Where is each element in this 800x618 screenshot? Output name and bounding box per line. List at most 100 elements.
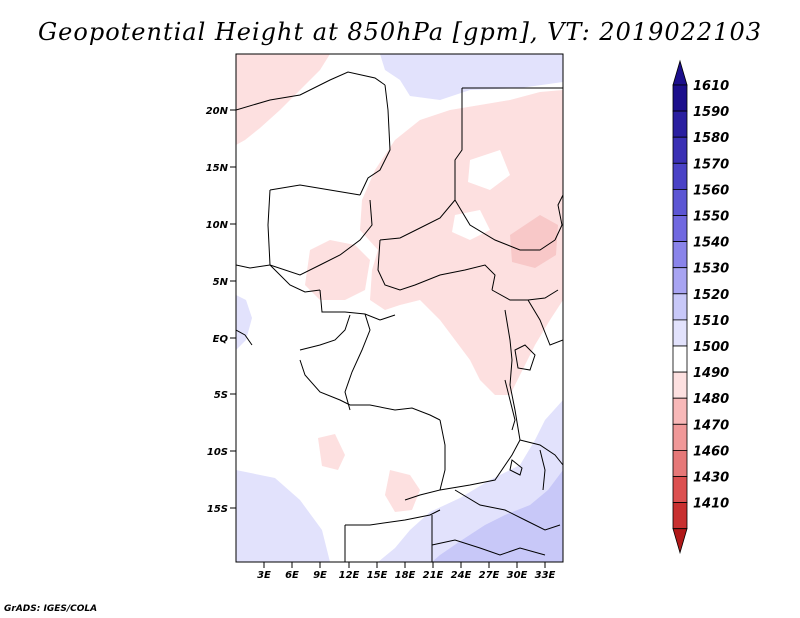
border-algeria-niger (236, 71, 386, 111)
map-frame (235, 53, 564, 563)
colorbar-label: 1500 (693, 340, 729, 355)
colorbar-box (672, 136, 688, 164)
colorbar-box (672, 449, 688, 477)
field-blue-north (380, 54, 563, 100)
colorbar-box (672, 267, 688, 295)
colorbar-box (672, 84, 688, 112)
field-red-southwest-patch (318, 434, 345, 470)
colorbar-label: 1410 (693, 497, 729, 512)
border-congo-drc (344, 313, 371, 411)
credit-text: GrADS: IGES/COLA (4, 604, 98, 614)
lake-kariba (509, 459, 523, 476)
border-cameroon (319, 289, 396, 321)
chart-title: Geopotential Height at 850hPa [gpm], VT:… (38, 18, 762, 46)
lat-label-5n: 5N (213, 277, 229, 288)
field-red-north-central (360, 90, 563, 395)
lat-axis: 20N 15N 10N 5N EQ 5S 10S 15S (206, 106, 236, 515)
lon-label-6e: 6E (285, 570, 299, 581)
field-white-hole-2 (452, 210, 490, 240)
colorbar-box (672, 397, 688, 425)
colorbar-label: 1610 (693, 79, 729, 94)
lon-axis: 3E 6E 9E 12E 15E 18E 21E 24E 27E 30E 33E (257, 562, 556, 581)
lon-label-30e: 30E (507, 570, 528, 581)
lon-label-3e: 3E (257, 570, 271, 581)
border-angola-east (404, 419, 446, 501)
border-angola-north (350, 404, 441, 421)
borders (236, 71, 563, 562)
border-gulf-guinea (269, 264, 321, 293)
colorbar-bottom-triangle (672, 528, 688, 555)
colorbar-box (672, 162, 688, 190)
colorbar-box (672, 215, 688, 243)
colorbar: 1610 1590 1580 1570 1560 1550 1540 1530 1520 1510… (672, 59, 729, 555)
lat-label-10n: 10N (206, 220, 229, 231)
colorbar-label: 1530 (693, 262, 729, 277)
colorbar-label: 1550 (693, 210, 729, 225)
border-libya-sudan (454, 88, 463, 200)
border-ethiopia (554, 194, 563, 241)
colorbar-label: 1520 (693, 288, 729, 303)
lon-label-24e: 24E (451, 570, 472, 581)
field-blue-southwest (236, 470, 330, 562)
colorbar-label: 1470 (693, 418, 729, 433)
colorbar-label: 1560 (693, 183, 729, 198)
border-gabon-congo (299, 314, 351, 351)
colorbar-label: 1480 (693, 392, 729, 407)
colorbar-box (672, 188, 688, 216)
lat-label-5s: 5S (214, 390, 228, 401)
colorbar-label: 1590 (693, 105, 729, 120)
colorbar-box (672, 476, 688, 504)
coast-west-africa (236, 329, 253, 346)
border-car (377, 239, 496, 291)
lat-label-15n: 15N (206, 163, 229, 174)
field-blue-west-coast (236, 295, 252, 350)
colorbar-box (672, 241, 688, 269)
lon-label-9e: 9E (313, 570, 327, 581)
colorbar-box (672, 423, 688, 451)
lake-malawi (539, 449, 546, 491)
field-red-deeper (510, 215, 558, 268)
field-white-hole-1 (468, 150, 510, 190)
border-mozambique (454, 489, 561, 531)
border-niger-chad (359, 84, 391, 196)
lat-label-15s: 15S (207, 504, 228, 515)
colorbar-box (672, 319, 688, 347)
colorbar-label: 1510 (693, 314, 729, 329)
field-red-northwest (236, 54, 330, 145)
lon-label-21e: 21E (423, 570, 444, 581)
lon-label-18e: 18E (395, 570, 416, 581)
colorbar-box (672, 345, 688, 373)
colorbar-label: 1580 (693, 131, 729, 146)
border-tanzania (519, 439, 563, 466)
coast-congo (299, 359, 351, 406)
lat-label-eq: EQ (213, 334, 229, 345)
lat-label-20n: 20N (206, 106, 229, 117)
colorbar-label: 1540 (693, 236, 729, 251)
border-drc-east (504, 309, 521, 441)
field-red-central (305, 240, 370, 300)
colorbar-box (672, 110, 688, 138)
border-nigeria (267, 189, 373, 276)
border-chad-car (379, 199, 456, 241)
field-blue-deep (432, 470, 563, 562)
border-niger-south (269, 184, 361, 196)
border-sudan-ssudan (454, 199, 556, 251)
lake-victoria (514, 344, 536, 371)
colorbar-box (672, 502, 688, 530)
colorbar-label: 1490 (693, 366, 729, 381)
height-field (236, 54, 563, 562)
colorbar-label: 1460 (693, 444, 729, 459)
lon-label-12e: 12E (339, 570, 360, 581)
lon-label-33e: 33E (535, 570, 556, 581)
field-red-south-center (385, 470, 420, 512)
border-angola-south (345, 509, 441, 526)
border-west-coast (236, 264, 271, 269)
colorbar-label: 1570 (693, 157, 729, 172)
lon-label-15e: 15E (367, 570, 388, 581)
border-uganda-kenya (527, 299, 563, 346)
colorbar-box (672, 293, 688, 321)
lat-label-10s: 10S (207, 447, 228, 458)
border-south (431, 539, 546, 556)
border-zambia (439, 439, 521, 491)
